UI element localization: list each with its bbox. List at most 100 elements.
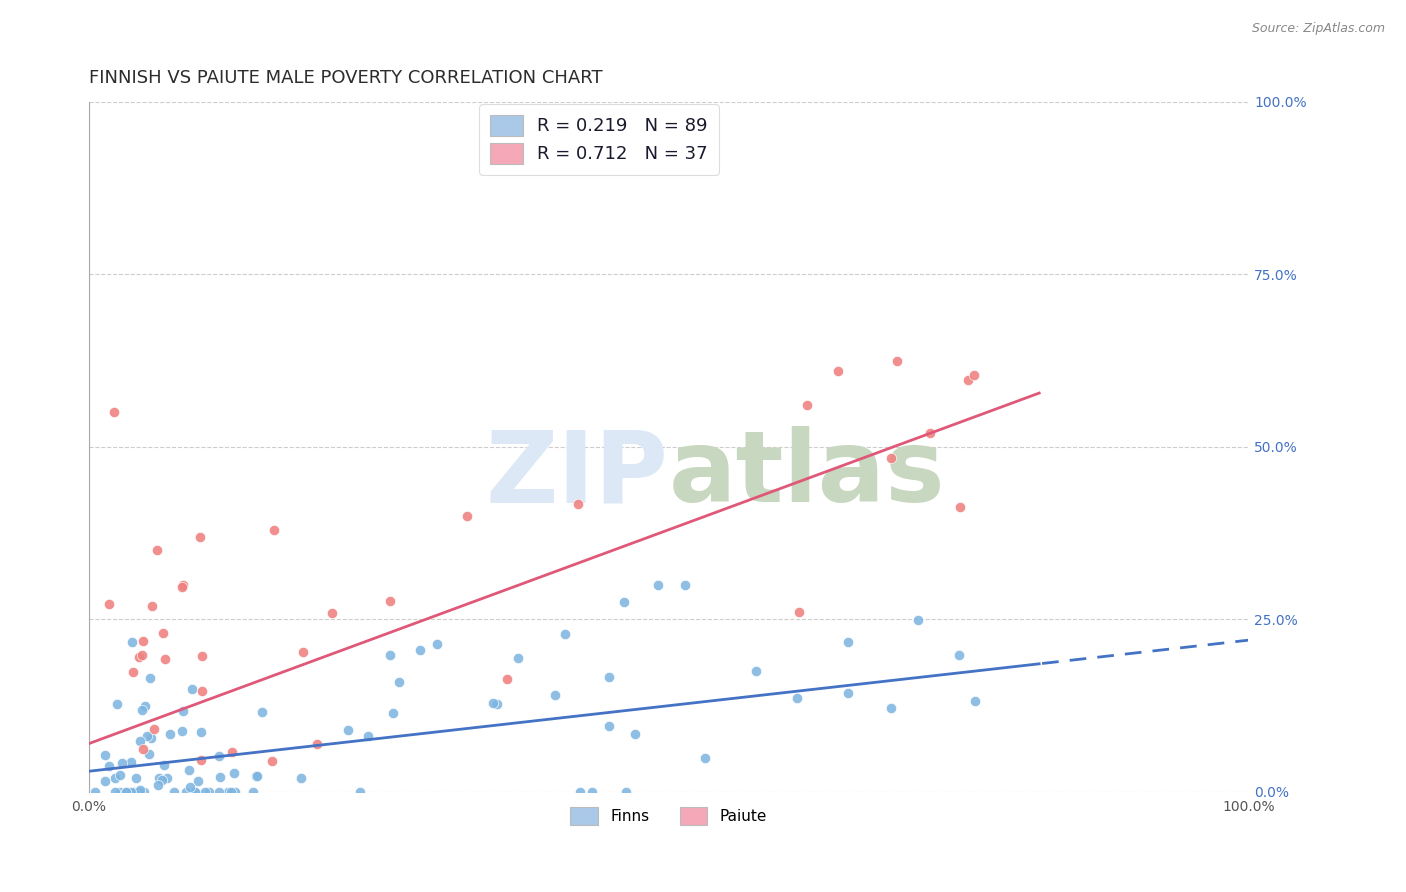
Point bbox=[886, 354, 908, 368]
Point bbox=[84, 785, 107, 799]
Point bbox=[208, 770, 231, 784]
Point bbox=[194, 785, 217, 799]
Point bbox=[105, 697, 128, 711]
Point bbox=[614, 785, 637, 799]
Point bbox=[134, 699, 156, 714]
Point bbox=[918, 426, 941, 441]
Point bbox=[148, 778, 170, 792]
Point bbox=[128, 785, 150, 799]
Point bbox=[263, 523, 285, 537]
Point bbox=[693, 751, 716, 765]
Point bbox=[321, 606, 343, 620]
Point bbox=[378, 648, 401, 662]
Point bbox=[745, 664, 768, 678]
Point bbox=[128, 650, 150, 665]
Point bbox=[94, 774, 117, 789]
Point bbox=[104, 771, 127, 785]
Point bbox=[125, 771, 148, 785]
Point bbox=[138, 747, 160, 762]
Point bbox=[172, 578, 194, 592]
Point bbox=[190, 753, 212, 767]
Point bbox=[141, 731, 163, 745]
Point bbox=[291, 645, 314, 659]
Point bbox=[567, 497, 589, 511]
Point bbox=[880, 700, 903, 714]
Point bbox=[121, 634, 143, 648]
Point bbox=[172, 704, 194, 718]
Point bbox=[197, 785, 219, 799]
Point bbox=[554, 626, 576, 640]
Point bbox=[262, 754, 284, 768]
Point bbox=[221, 785, 243, 799]
Point bbox=[131, 703, 153, 717]
Point bbox=[221, 745, 243, 759]
Point bbox=[132, 785, 155, 799]
Point bbox=[120, 785, 142, 799]
Point bbox=[115, 785, 138, 799]
Point bbox=[152, 625, 174, 640]
Point bbox=[191, 648, 214, 663]
Point bbox=[252, 705, 274, 719]
Point bbox=[482, 696, 505, 710]
Point bbox=[963, 368, 986, 382]
Point bbox=[382, 706, 405, 720]
Point bbox=[613, 595, 636, 609]
Point bbox=[963, 694, 986, 708]
Point bbox=[569, 785, 592, 799]
Point bbox=[409, 643, 432, 657]
Point bbox=[104, 785, 127, 799]
Point bbox=[108, 768, 131, 782]
Point bbox=[177, 763, 200, 777]
Point bbox=[624, 726, 647, 740]
Point bbox=[456, 508, 478, 523]
Point bbox=[880, 451, 903, 466]
Point bbox=[245, 769, 267, 783]
Point bbox=[647, 578, 669, 592]
Point bbox=[142, 722, 165, 736]
Point bbox=[111, 756, 134, 770]
Point bbox=[290, 771, 312, 785]
Point bbox=[120, 756, 142, 770]
Point bbox=[789, 605, 811, 619]
Point bbox=[115, 785, 138, 799]
Point bbox=[98, 597, 121, 611]
Point bbox=[224, 785, 246, 799]
Point bbox=[506, 650, 529, 665]
Point bbox=[956, 373, 979, 387]
Point bbox=[136, 729, 159, 743]
Text: ZIP: ZIP bbox=[485, 426, 669, 523]
Point bbox=[378, 593, 401, 607]
Point bbox=[907, 613, 929, 627]
Point bbox=[179, 780, 201, 794]
Point bbox=[139, 671, 162, 685]
Legend: Finns, Paiute: Finns, Paiute bbox=[562, 800, 775, 832]
Point bbox=[949, 500, 972, 514]
Point bbox=[485, 697, 508, 711]
Point bbox=[148, 771, 170, 785]
Point bbox=[673, 578, 696, 592]
Point bbox=[242, 785, 264, 799]
Point bbox=[170, 723, 193, 738]
Point bbox=[187, 773, 209, 788]
Point bbox=[246, 769, 269, 783]
Point bbox=[146, 543, 169, 558]
Point bbox=[190, 725, 212, 739]
Point bbox=[159, 727, 181, 741]
Point bbox=[172, 581, 194, 595]
Point bbox=[948, 648, 970, 662]
Point bbox=[786, 690, 808, 705]
Point bbox=[337, 723, 360, 738]
Point bbox=[426, 637, 449, 651]
Point bbox=[129, 783, 152, 797]
Point bbox=[305, 737, 328, 751]
Point bbox=[93, 747, 115, 762]
Text: Source: ZipAtlas.com: Source: ZipAtlas.com bbox=[1251, 22, 1385, 36]
Point bbox=[131, 742, 153, 756]
Point bbox=[543, 688, 565, 702]
Point bbox=[796, 398, 818, 412]
Point bbox=[184, 785, 207, 799]
Point bbox=[208, 785, 231, 799]
Point bbox=[827, 364, 849, 378]
Point bbox=[156, 772, 179, 786]
Point bbox=[222, 766, 245, 780]
